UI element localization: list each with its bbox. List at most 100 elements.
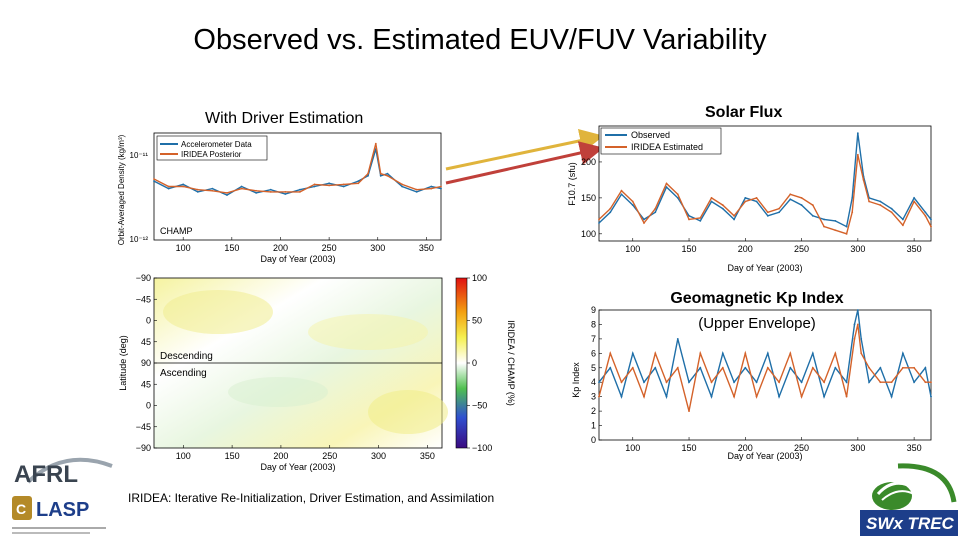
density-point-1-16 [374,142,377,145]
kp-point-1-32 [930,381,932,384]
f107-xtick-1: 150 [682,244,697,254]
f107-point-1-16 [778,207,780,210]
density-point-0-12 [328,182,331,185]
kp-point-0-2 [620,395,623,398]
f107-point-1-4 [643,222,645,224]
f107-point-0-16 [778,211,780,214]
kp-point-1-5 [654,352,657,355]
f107-point-0-30 [913,196,916,199]
kp-point-1-9 [699,352,702,355]
colorbar-tick-3: −50 [472,401,487,411]
kp-ytick-3: 3 [591,392,596,402]
kp-xtick-2: 200 [738,443,753,453]
kp-point-1-22 [845,395,848,398]
density-point-1-21 [430,187,433,190]
density-chart: Orbit-Averaged Density (kg/m³) 10⁻¹¹ 10⁻… [117,132,442,264]
f107-point-1-7 [676,193,679,196]
kp-point-1-29 [901,366,904,369]
heatmap-ytick-5: 45 [141,379,151,389]
f107-point-1-27 [879,204,882,206]
f107-point-1-23 [851,211,854,214]
f107-point-1-30 [913,200,916,203]
f107-point-0-10 [710,200,713,203]
kp-point-1-21 [834,352,837,355]
f107-point-0-4 [643,218,645,221]
density-xtick-3: 250 [322,243,337,253]
f107-xtick-5: 350 [907,244,922,254]
kp-point-1-14 [755,395,758,398]
connector-arrows [445,128,604,185]
heatmap-xtick-1: 150 [225,451,240,461]
density-xtick-2: 200 [273,243,288,253]
density-point-1-12 [328,184,331,187]
heatmap-ytick-4: 90 [141,358,151,368]
kp-point-0-29 [901,352,904,355]
density-point-1-6 [240,187,243,190]
heatmap-xtick-2: 200 [273,451,288,461]
kp-point-0-18 [800,381,803,384]
f107-ytick-1: 150 [581,193,596,203]
f107-legend: Observed IRIDEA Estimated [600,127,722,155]
kp-point-1-24 [856,323,859,326]
f107-point-0-18 [800,204,803,206]
f107-xtick-4: 300 [850,244,865,254]
heatmap-label-descending: Descending [160,351,213,362]
kp-point-0-26 [868,381,871,384]
density-point-0-18 [386,172,389,175]
density-point-0-21 [430,185,433,188]
density-point-1-5 [226,192,228,194]
f107-xtick-2: 200 [738,244,753,254]
kp-point-1-28 [890,381,893,384]
density-point-1-19 [401,183,403,186]
colorbar [455,277,468,449]
density-point-0-20 [415,190,418,193]
kp-point-1-3 [631,366,634,369]
svg-text:C: C [16,501,26,517]
density-point-1-22 [440,185,442,188]
swx-logo-text: SWx TREC [866,514,955,533]
kp-point-1-16 [778,381,780,384]
kp-ytick-5: 5 [591,363,596,373]
density-point-1-20 [415,188,418,191]
density-point-0-0 [153,180,155,183]
density-xlabel: Day of Year (2003) [260,254,335,264]
kp-point-1-4 [643,395,645,398]
f107-point-0-7 [676,196,679,199]
heatmap-ytick-6: 0 [146,401,151,411]
density-point-0-22 [440,187,442,190]
kp-point-1-0 [598,395,600,398]
density-xtick-1: 150 [224,243,239,253]
kp-plot-area [598,309,932,441]
afrl-logo-text: AFRL [14,461,78,488]
kp-ytick-2: 2 [591,406,596,416]
f107-point-1-21 [834,229,837,232]
kp-point-0-16 [778,395,780,398]
f107-point-1-17 [789,193,792,196]
f107-point-1-31 [924,214,927,217]
density-point-0-9 [284,193,287,195]
density-point-1-18 [386,174,389,177]
f107-point-1-15 [766,211,769,214]
f107-point-0-6 [665,186,668,188]
kp-point-0-25 [860,337,863,340]
f107-point-0-2 [620,193,623,196]
f107-point-1-3 [631,200,634,203]
density-ytick-bottom: 10⁻¹² [130,235,149,244]
heatmap-xtick-4: 300 [371,451,386,461]
density-point-0-3 [196,190,199,193]
kp-point-0-31 [924,366,927,369]
heatmap-xtick-0: 100 [176,451,191,461]
heatmap-ytick-3: 45 [141,337,151,347]
kp-point-1-23 [853,337,856,340]
kp-point-0-30 [913,381,916,384]
f107-point-1-26 [868,200,871,203]
f107-point-0-21 [834,219,837,222]
kp-point-0-23 [853,323,856,326]
kp-point-0-24 [856,309,859,311]
f107-point-1-24 [856,153,859,156]
kp-point-1-31 [924,381,927,384]
kp-point-0-9 [699,366,702,369]
f107-chart: F10.7 (sfu) 100 150 200 100 150 200 250 300 350… [567,125,932,273]
f107-point-1-13 [744,200,747,203]
kp-ytick-7: 7 [591,334,596,344]
